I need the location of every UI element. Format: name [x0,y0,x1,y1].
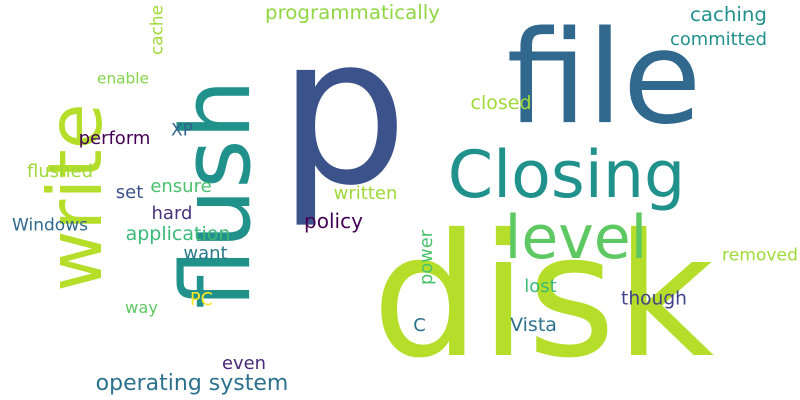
word-p: p [277,0,409,231]
word-though: though [621,288,687,310]
word-even: even [222,353,266,375]
word-level: level [504,203,648,273]
word-disk: disk [371,198,715,396]
word-closing: Closing [447,138,686,213]
word-power: power [416,230,438,285]
word-file: file [506,4,702,153]
word-flushed: flushed [26,161,94,182]
word-written: written [333,183,398,204]
word-hard: hard [151,203,193,224]
word-pc: PC [190,290,213,311]
word-way: way [125,297,158,317]
word-windows: Windows [12,215,88,236]
word-operating-system: operating system [95,371,289,396]
word-closed: closed [470,92,532,114]
word-xp: XP [171,120,193,141]
word-committed: committed [670,29,767,51]
word-cache: cache [146,5,167,55]
word-enable: enable [97,69,149,88]
word-removed: removed [722,245,798,266]
word-caching: caching [690,3,767,27]
word-want: want [183,243,228,264]
word-programmatically: programmatically [265,1,440,25]
word-ensure: ensure [150,176,212,197]
word-application: application [125,223,231,245]
word-policy: policy [304,209,363,233]
word-c: C [413,315,426,336]
word-lost: lost [524,276,557,297]
word-perform: perform [78,128,151,149]
word-vista: Vista [510,314,557,336]
word-set: set [115,182,144,203]
